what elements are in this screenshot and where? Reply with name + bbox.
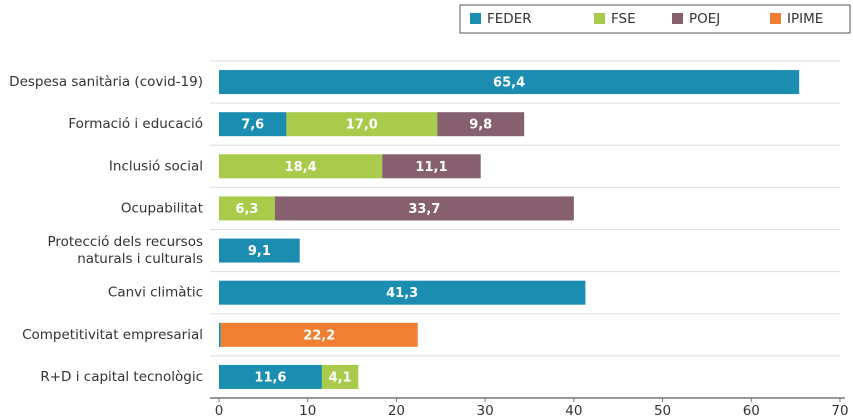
value-label: 11,6 — [254, 370, 286, 385]
value-label: 17,0 — [346, 118, 378, 133]
value-label: 33,7 — [408, 202, 440, 217]
bar-segment — [219, 196, 275, 221]
category-label: Canvi climàtic — [108, 285, 203, 301]
x-tick-label: 10 — [299, 403, 316, 419]
bar-segment — [219, 280, 586, 305]
value-label: 4,1 — [329, 370, 352, 385]
category-label: Despesa sanitària (covid-19) — [9, 74, 203, 90]
value-label: 18,4 — [285, 160, 317, 175]
bar-segment — [437, 112, 525, 137]
category-label: R+D i capital tecnològic — [40, 369, 203, 385]
bar-segment — [286, 112, 438, 137]
legend-marker — [770, 13, 781, 24]
category-label: Protecció dels recursos naturals i cultur… — [47, 234, 203, 267]
category-label: Competitivitat empresarial — [22, 327, 203, 343]
bar-segment — [382, 154, 481, 179]
x-tick-label: 70 — [831, 403, 848, 419]
bar-segment — [219, 364, 322, 389]
legend-label: POEJ — [689, 11, 720, 27]
bar-segment — [220, 322, 418, 347]
legend-label: FSE — [611, 11, 636, 27]
category-label: Inclusió social — [109, 158, 203, 174]
bar-segment — [219, 112, 287, 137]
value-label: 65,4 — [493, 76, 525, 91]
legend-marker — [470, 13, 481, 24]
value-label: 6,3 — [235, 202, 258, 217]
bar-segment — [219, 154, 383, 179]
bar-segment — [219, 238, 300, 263]
x-tick-label: 0 — [215, 403, 224, 419]
value-label: 22,2 — [303, 328, 335, 343]
bar-segment — [219, 322, 221, 347]
value-label: 9,1 — [248, 244, 271, 259]
bar-segment — [321, 364, 359, 389]
value-label: 9,8 — [469, 118, 492, 133]
legend-marker — [594, 13, 605, 24]
bar-segment — [274, 196, 574, 221]
legend-label: IPIME — [787, 11, 823, 27]
legend-label: FEDER — [487, 11, 532, 27]
category-label: Ocupabilitat — [121, 200, 203, 216]
value-label: 11,1 — [415, 160, 447, 175]
value-label: 41,3 — [386, 286, 418, 301]
legend-marker — [672, 13, 683, 24]
x-tick-label: 30 — [477, 403, 494, 419]
x-tick-label: 60 — [743, 403, 760, 419]
x-tick-label: 40 — [565, 403, 582, 419]
legend-box — [459, 4, 851, 34]
value-label: 7,6 — [241, 118, 264, 133]
x-tick-label: 50 — [654, 403, 671, 419]
category-label: Formació i educació — [68, 116, 203, 132]
x-tick-label: 20 — [388, 403, 405, 419]
bar-segment — [219, 70, 800, 95]
